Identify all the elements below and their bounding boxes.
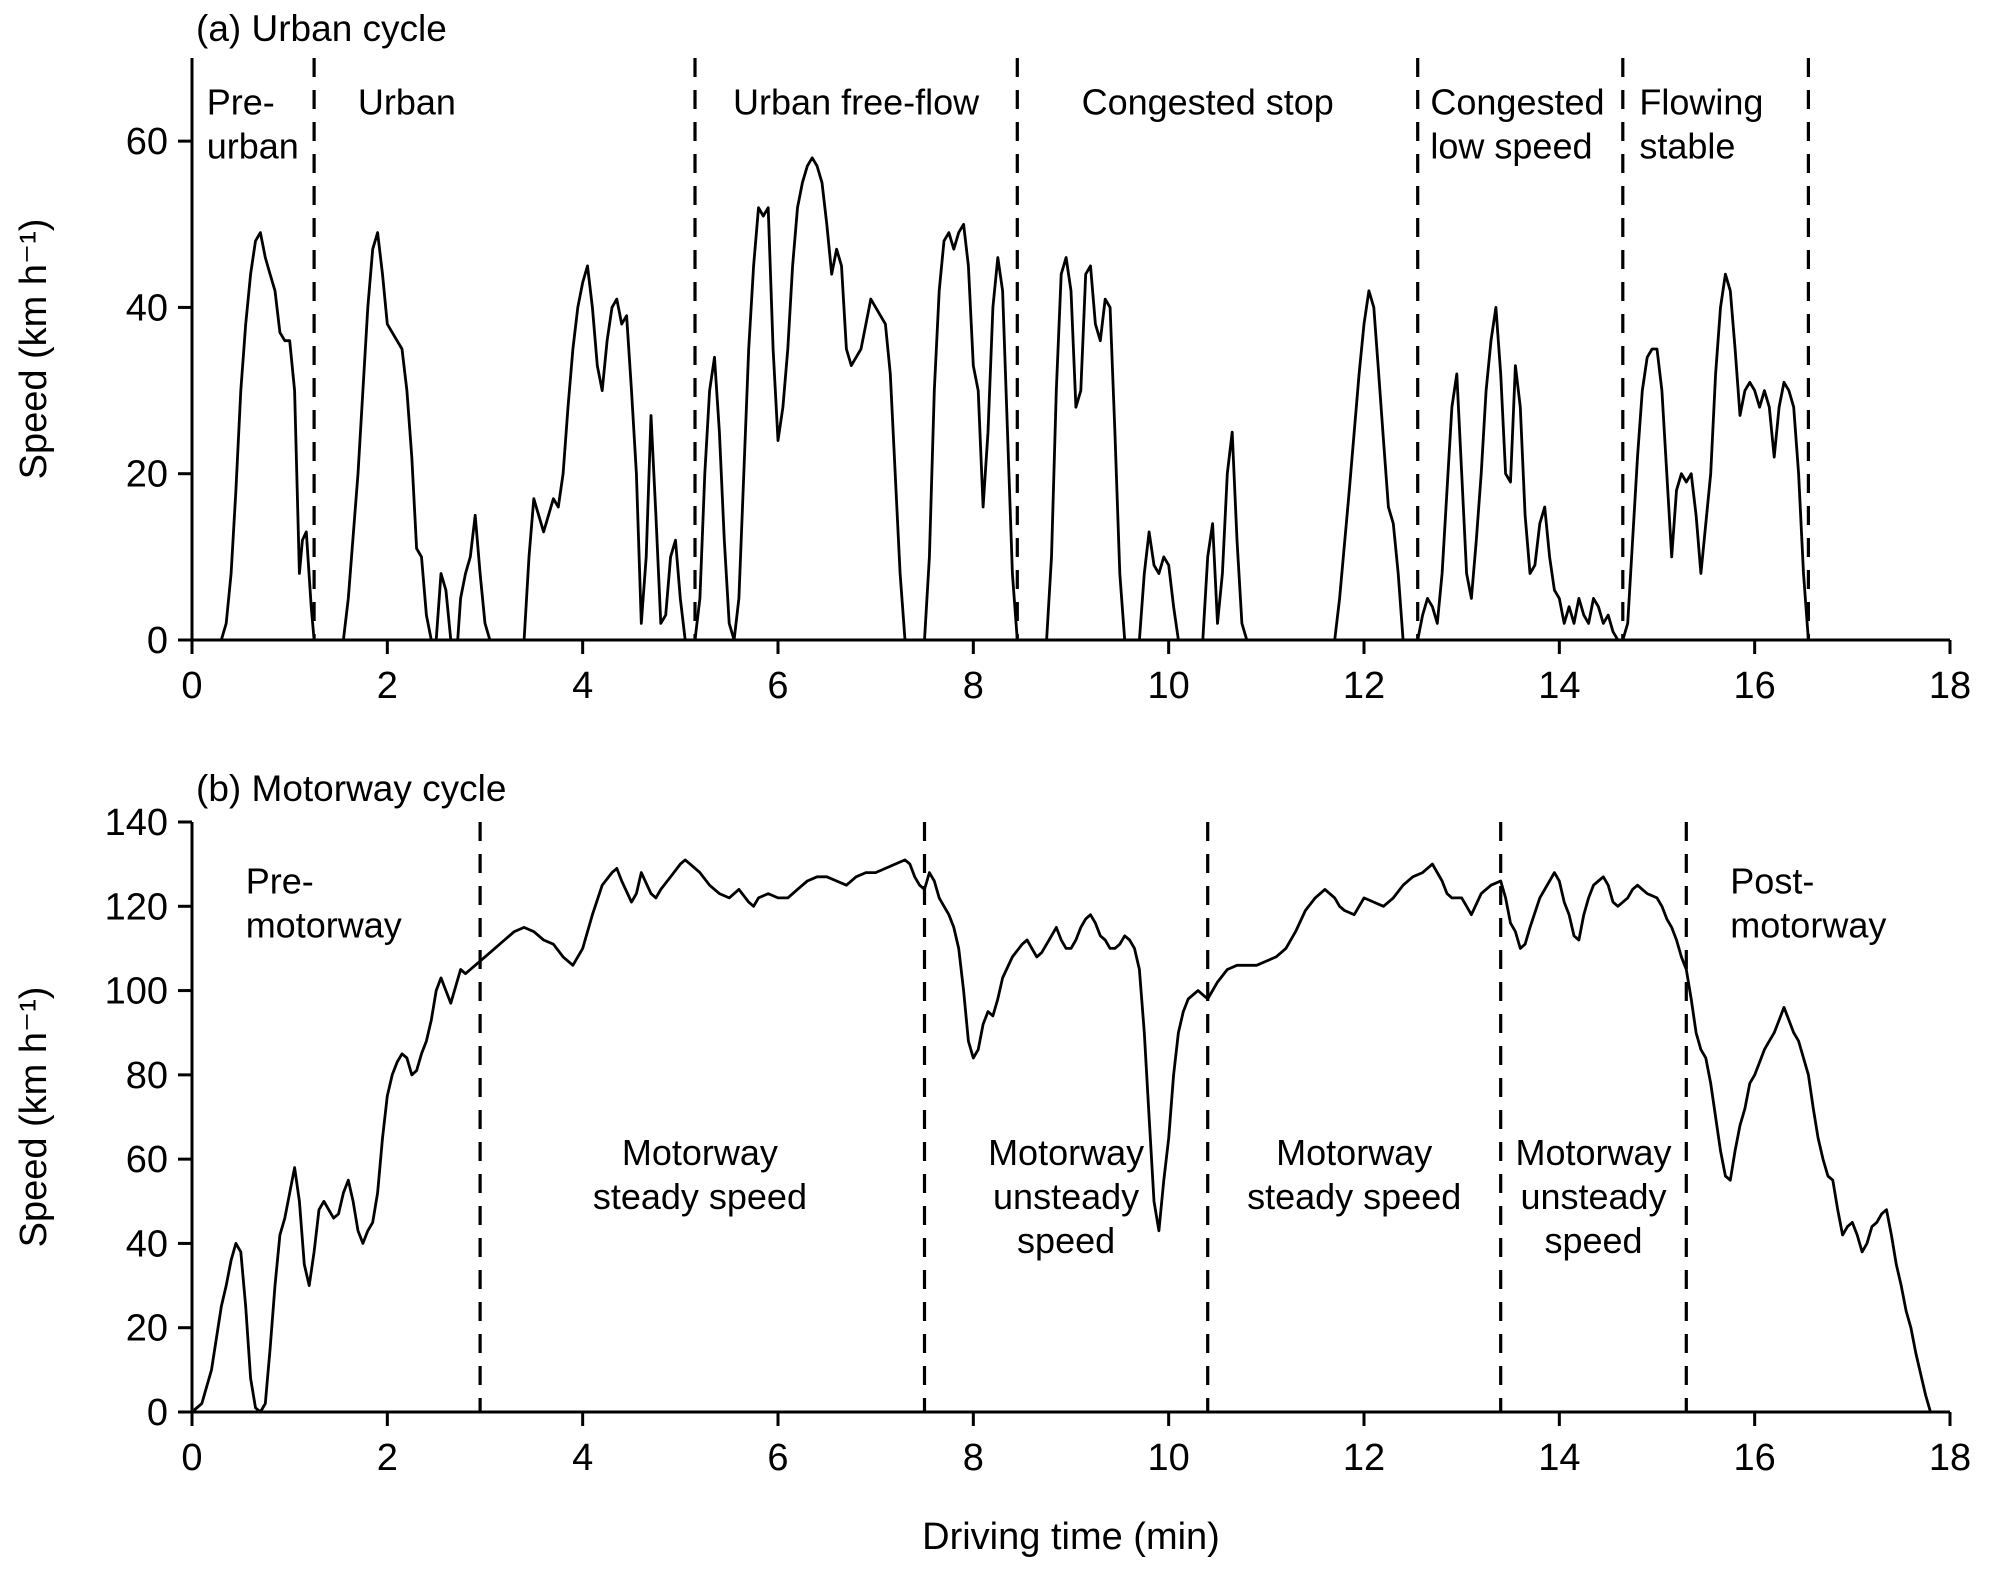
speed-series-line — [190, 858, 1932, 1414]
x-tick-label: 18 — [1929, 665, 1971, 707]
y-tick-label: 20 — [126, 454, 168, 496]
phase-label: steady speed — [593, 1176, 807, 1217]
x-tick-label: 14 — [1538, 1437, 1580, 1479]
x-tick-label: 0 — [181, 665, 202, 707]
y-tick-label: 140 — [105, 802, 168, 844]
phase-label: Congested — [1430, 81, 1604, 122]
y-tick-label: 120 — [105, 886, 168, 928]
y-tick-label: 60 — [126, 121, 168, 163]
x-tick-label: 6 — [767, 1437, 788, 1479]
y-axis-label: Speed (km h⁻¹) — [13, 987, 55, 1248]
x-tick-label: 8 — [963, 1437, 984, 1479]
phase-label: low speed — [1430, 125, 1592, 166]
x-tick-label: 16 — [1734, 1437, 1776, 1479]
phase-label: motorway — [1730, 904, 1886, 945]
x-tick-label: 14 — [1538, 665, 1580, 707]
phase-label: Congested stop — [1082, 81, 1334, 122]
phase-label: Urban — [358, 81, 456, 122]
phase-label: Flowing — [1639, 81, 1763, 122]
x-tick-label: 18 — [1929, 1437, 1971, 1479]
phase-label: Pre- — [246, 860, 314, 901]
x-tick-label: 0 — [181, 1437, 202, 1479]
y-tick-label: 20 — [126, 1308, 168, 1350]
phase-label: Motorway — [622, 1132, 778, 1173]
x-tick-label: 6 — [767, 665, 788, 707]
y-tick-label: 0 — [147, 620, 168, 662]
x-tick-label: 8 — [963, 665, 984, 707]
y-tick-label: 60 — [126, 1139, 168, 1181]
y-axis-label: Speed (km h⁻¹) — [13, 219, 55, 480]
phase-label: urban — [207, 125, 299, 166]
phase-label: Motorway — [1515, 1132, 1671, 1173]
x-tick-label: 10 — [1148, 1437, 1190, 1479]
phase-label: Motorway — [988, 1132, 1144, 1173]
x-tick-label: 2 — [377, 1437, 398, 1479]
phase-label: stable — [1639, 125, 1735, 166]
x-tick-label: 12 — [1343, 665, 1385, 707]
x-tick-label: 4 — [572, 1437, 593, 1479]
x-tick-label: 10 — [1148, 665, 1190, 707]
phase-label: speed — [1544, 1220, 1642, 1261]
x-tick-label: 2 — [377, 665, 398, 707]
phase-label: unsteady — [993, 1176, 1139, 1217]
y-tick-label: 100 — [105, 971, 168, 1013]
chart-a-title: (a) Urban cycle — [196, 8, 447, 49]
x-axis-title: Driving time (min) — [922, 1516, 1220, 1558]
y-tick-label: 40 — [126, 287, 168, 329]
y-tick-label: 40 — [126, 1223, 168, 1265]
phase-label: steady speed — [1247, 1176, 1461, 1217]
chart-b-title: (b) Motorway cycle — [196, 768, 507, 809]
x-tick-label: 16 — [1734, 665, 1776, 707]
phase-label: Pre- — [207, 81, 275, 122]
y-tick-label: 80 — [126, 1055, 168, 1097]
y-tick-label: 0 — [147, 1392, 168, 1434]
phase-label: speed — [1017, 1220, 1115, 1261]
phase-label: unsteady — [1520, 1176, 1666, 1217]
urban-cycle-plot: Pre-urban Urban Urban free-flow Congested s… — [13, 58, 1971, 707]
phase-label: Urban free-flow — [733, 81, 980, 122]
speed-series-line — [190, 156, 1810, 642]
phase-label: Motorway — [1276, 1132, 1432, 1173]
x-tick-label: 12 — [1343, 1437, 1385, 1479]
x-tick-label: 4 — [572, 665, 593, 707]
phase-label: Post- — [1730, 860, 1814, 901]
phase-label: motorway — [246, 904, 402, 945]
